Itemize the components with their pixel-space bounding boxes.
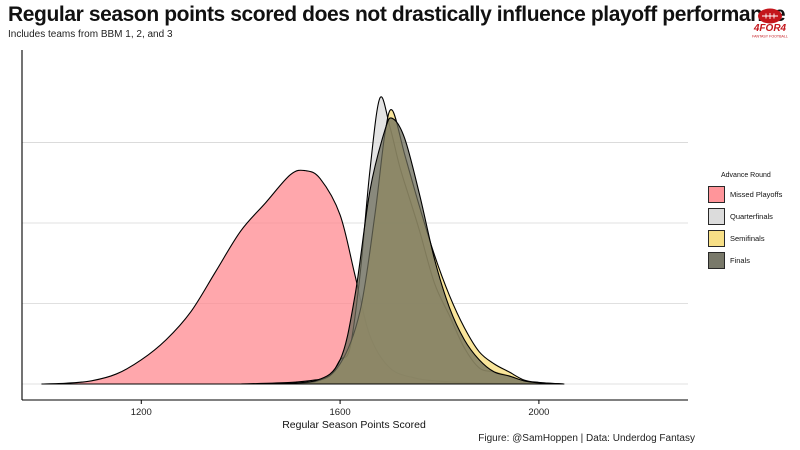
legend-item-finals: Finals [708, 249, 798, 271]
legend-title: Advance Round [721, 172, 771, 179]
football-icon [758, 8, 782, 24]
legend-label: Quarterfinals [730, 211, 773, 221]
x-tick-label: 2000 [528, 407, 549, 418]
x-tick-label: 1200 [131, 407, 152, 418]
logo-wordmark: 4FOR4 [753, 23, 787, 34]
legend-swatch [708, 207, 725, 225]
legend-swatch [708, 251, 725, 269]
chart-title: Regular season points scored does not dr… [8, 3, 786, 26]
legend-item-missed-playoffs: Missed Playoffs [708, 183, 798, 205]
x-tick-label: 1600 [330, 407, 351, 418]
legend-label: Semifinals [730, 233, 765, 243]
legend-item-semifinals: Semifinals [708, 227, 798, 249]
density-finals [264, 117, 565, 385]
legend-label: Finals [730, 255, 751, 265]
x-axis-title: Regular Season Points Scored [282, 419, 426, 431]
axes: 1200 1600 2000 [21, 50, 688, 418]
density-series [41, 96, 565, 385]
logo-subtext: FANTASY FOOTBALL [752, 35, 788, 39]
brand-logo: 4FOR4 FANTASY FOOTBALL [752, 8, 788, 39]
legend: Advance Round Missed Playoffs Quarterfin… [708, 172, 798, 271]
figure-caption: Figure: @SamHoppen | Data: Underdog Fant… [478, 433, 695, 444]
legend-swatch [708, 185, 725, 203]
chart-subtitle: Includes teams from BBM 1, 2, and 3 [8, 29, 173, 40]
legend-swatch [708, 229, 725, 247]
legend-item-quarterfinals: Quarterfinals [708, 205, 798, 227]
legend-label: Missed Playoffs [730, 189, 783, 199]
